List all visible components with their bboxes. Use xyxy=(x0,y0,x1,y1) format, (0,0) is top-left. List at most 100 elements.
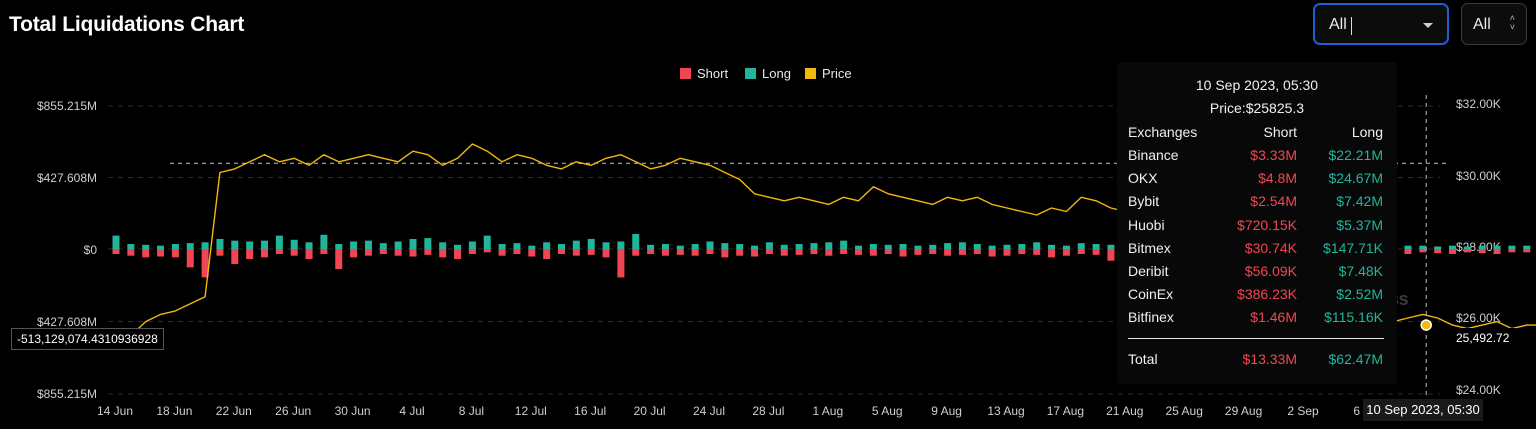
short-bar xyxy=(1493,249,1501,255)
long-bar xyxy=(825,242,833,249)
short-bar xyxy=(1107,249,1115,261)
legend-swatch xyxy=(805,68,816,79)
y-axis-tick-label: $855.215M xyxy=(37,99,97,113)
tooltip-row: Bitfinex $1.46M $115.16K xyxy=(1128,309,1383,329)
x-axis-tick-label: 22 Jun xyxy=(216,404,252,418)
tooltip-total-label: Total xyxy=(1128,351,1158,367)
tooltip-divider xyxy=(1128,338,1384,339)
tooltip-long: $7.48K xyxy=(1338,263,1383,279)
short-bar xyxy=(765,249,773,255)
long-bar xyxy=(468,241,476,249)
long-bar xyxy=(1419,245,1427,249)
long-bar xyxy=(973,243,981,249)
short-bar xyxy=(958,249,966,255)
tooltip-header-short: Short xyxy=(1263,124,1297,140)
y-axis-tick-label: $855.215M xyxy=(37,387,97,401)
short-bar xyxy=(364,249,372,256)
y-axis-tick-label: $427.608M xyxy=(37,171,97,185)
long-bar xyxy=(379,243,387,249)
x-axis-tick-label: 14 Jun xyxy=(97,404,133,418)
tooltip-exchange: Deribit xyxy=(1128,263,1169,279)
price-hover-marker xyxy=(1420,319,1432,331)
short-bar xyxy=(676,249,684,255)
short-bar xyxy=(736,249,744,256)
x-axis-tick-label: 13 Aug xyxy=(987,404,1024,418)
x-axis-tick-label: 21 Aug xyxy=(1106,404,1143,418)
x-axis-tick-label: 4 Jul xyxy=(399,404,424,418)
long-bar xyxy=(513,243,521,249)
short-bar xyxy=(394,249,402,256)
long-bar xyxy=(364,240,372,249)
x-axis-tick-label: 5 Aug xyxy=(872,404,903,418)
short-bar xyxy=(186,249,194,268)
crosshair-y-right-label: 25,492.72 xyxy=(1449,328,1517,348)
tooltip-short: $1.46M xyxy=(1250,309,1297,325)
exchange-select[interactable]: All xyxy=(1313,3,1449,45)
short-bar xyxy=(780,249,788,256)
short-bar xyxy=(1419,249,1427,253)
legend-swatch xyxy=(680,68,691,79)
long-bar xyxy=(1523,245,1531,249)
legend-label: Long xyxy=(762,66,791,81)
short-bar xyxy=(617,249,625,278)
short-bar xyxy=(409,249,417,257)
long-bar xyxy=(157,245,165,249)
short-bar xyxy=(944,249,952,256)
tooltip-total-short: $13.33M xyxy=(1242,351,1297,367)
long-bar xyxy=(810,243,818,249)
short-bar xyxy=(543,249,551,260)
tooltip-row: Deribit $56.09K $7.48K xyxy=(1128,263,1383,283)
short-bar xyxy=(216,249,224,256)
long-bar xyxy=(1092,243,1100,249)
long-bar xyxy=(201,242,209,249)
long-bar xyxy=(1107,244,1115,249)
long-bar xyxy=(617,241,625,249)
short-bar xyxy=(1018,249,1026,255)
long-bar xyxy=(1062,245,1070,249)
x-axis-tick-label: 29 Aug xyxy=(1225,404,1262,418)
short-bar xyxy=(439,249,447,258)
tooltip-row: OKX $4.8M $24.67M xyxy=(1128,170,1383,190)
updown-icon: ˄ ˅ xyxy=(1509,13,1515,32)
long-bar xyxy=(1463,246,1471,249)
tooltip: 10 Sep 2023, 05:30 Price:$25825.3 Exchan… xyxy=(1117,62,1397,384)
short-bar xyxy=(246,249,254,260)
short-bar xyxy=(1077,249,1085,255)
y-axis-tick-label: $0 xyxy=(84,243,98,257)
period-select[interactable]: All ˄ ˅ xyxy=(1461,3,1527,45)
tooltip-header-exchange: Exchanges xyxy=(1128,124,1198,140)
short-bar xyxy=(157,249,165,257)
tooltip-header-row: Exchanges Short Long xyxy=(1128,124,1383,144)
long-bar xyxy=(706,241,714,249)
short-bar xyxy=(825,249,833,256)
long-bar xyxy=(1508,245,1516,249)
y-axis-right-tick-label: $24.00K xyxy=(1456,383,1501,397)
short-bar xyxy=(1033,249,1041,255)
long-bar xyxy=(632,233,640,249)
long-bar xyxy=(602,242,610,249)
short-bar xyxy=(661,249,669,256)
tooltip-row: CoinEx $386.23K $2.52M xyxy=(1128,286,1383,306)
long-bar xyxy=(454,244,462,249)
long-bar xyxy=(424,238,432,249)
crosshair-x-label: 10 Sep 2023, 05:30 xyxy=(1363,399,1483,421)
long-bar xyxy=(483,235,491,249)
long-bar xyxy=(543,242,551,249)
crosshair-y-left-label: -513,129,074.4310936928 xyxy=(11,328,164,350)
long-bar xyxy=(305,242,313,249)
short-bar xyxy=(869,249,877,256)
long-bar xyxy=(246,241,254,249)
tooltip-exchange: Binance xyxy=(1128,147,1179,163)
short-bar xyxy=(855,249,862,255)
short-bar xyxy=(454,249,462,260)
short-bar xyxy=(1523,249,1531,253)
long-bar xyxy=(587,238,595,249)
long-bar xyxy=(409,238,417,249)
long-bar xyxy=(914,245,922,249)
tooltip-exchange: OKX xyxy=(1128,170,1158,186)
tooltip-date: 10 Sep 2023, 05:30 xyxy=(1195,77,1319,93)
short-bar xyxy=(290,249,298,256)
tooltip-short: $4.8M xyxy=(1258,170,1297,186)
short-bar xyxy=(1092,249,1100,255)
tooltip-row: Huobi $720.15K $5.37M xyxy=(1128,217,1383,237)
